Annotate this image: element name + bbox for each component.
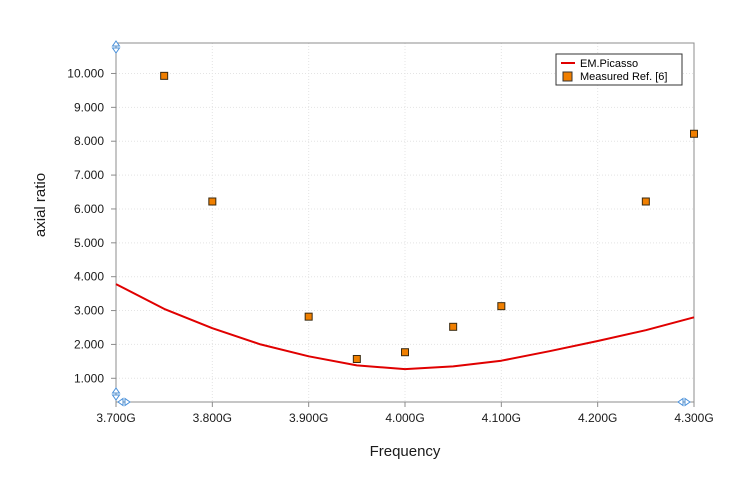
- measured-point: [401, 348, 409, 357]
- y-tick-label: 9.000: [74, 100, 104, 114]
- y-tick-label: 6.000: [74, 202, 104, 216]
- measured-point: [497, 302, 506, 311]
- x-axis-left-handle-icon: [117, 397, 131, 407]
- legend-label-measured: Measured Ref. [6]: [580, 71, 667, 83]
- legend-box: [555, 53, 683, 86]
- x-axis-title: Frequency: [370, 443, 441, 460]
- x-tick-label: 3.700G: [96, 411, 135, 425]
- measured-point: [160, 71, 169, 80]
- y-axis-bottom-handle-icon: [111, 387, 121, 401]
- x-axis-right-handle[interactable]: [677, 397, 691, 407]
- x-tick-label: 4.100G: [482, 411, 521, 425]
- measured-point: [208, 197, 217, 206]
- legend-label-em-picasso: EM.Picasso: [580, 58, 638, 70]
- x-axis-right-handle-icon: [677, 397, 691, 407]
- y-axis-title: axial ratio: [32, 173, 49, 237]
- x-tick-label: 4.300G: [674, 411, 713, 425]
- y-tick-label: 1.000: [74, 371, 104, 385]
- y-tick-label: 5.000: [74, 236, 104, 250]
- y-tick-label: 7.000: [74, 168, 104, 182]
- measured-point: [690, 129, 698, 138]
- y-tick-label: 2.000: [74, 337, 104, 351]
- measured-point: [304, 312, 313, 321]
- series-layer: [115, 71, 698, 371]
- y-tick-label: 10.000: [67, 66, 104, 80]
- x-tick-label: 4.000G: [385, 411, 424, 425]
- x-axis-left-handle[interactable]: [117, 397, 131, 407]
- measured-point: [449, 322, 458, 331]
- axis-ticks: 1.000 2.000 3.000 4.000 5.000 6.000 7.000 8.000…: [67, 66, 713, 425]
- grid-lines: [115, 43, 695, 402]
- y-axis-bottom-handle[interactable]: [111, 387, 121, 401]
- axis-scroll-handles[interactable]: [111, 40, 691, 407]
- plot-area: [115, 42, 695, 403]
- legend: EM.Picasso Measured Ref. [6]: [555, 53, 683, 86]
- y-tick-label: 4.000: [74, 270, 104, 284]
- legend-marker-swatch: [562, 71, 573, 82]
- x-tick-label: 3.800G: [193, 411, 232, 425]
- measured-point: [352, 354, 361, 363]
- y-tick-label: 8.000: [74, 134, 104, 148]
- y-tick-label: 3.000: [74, 304, 104, 318]
- x-tick-label: 3.900G: [289, 411, 328, 425]
- y-axis-top-handle-icon: [111, 40, 121, 54]
- measured-point: [641, 197, 650, 206]
- x-tick-label: 4.200G: [578, 411, 617, 425]
- y-axis-top-handle[interactable]: [111, 40, 121, 54]
- em-picasso-line: [115, 283, 695, 371]
